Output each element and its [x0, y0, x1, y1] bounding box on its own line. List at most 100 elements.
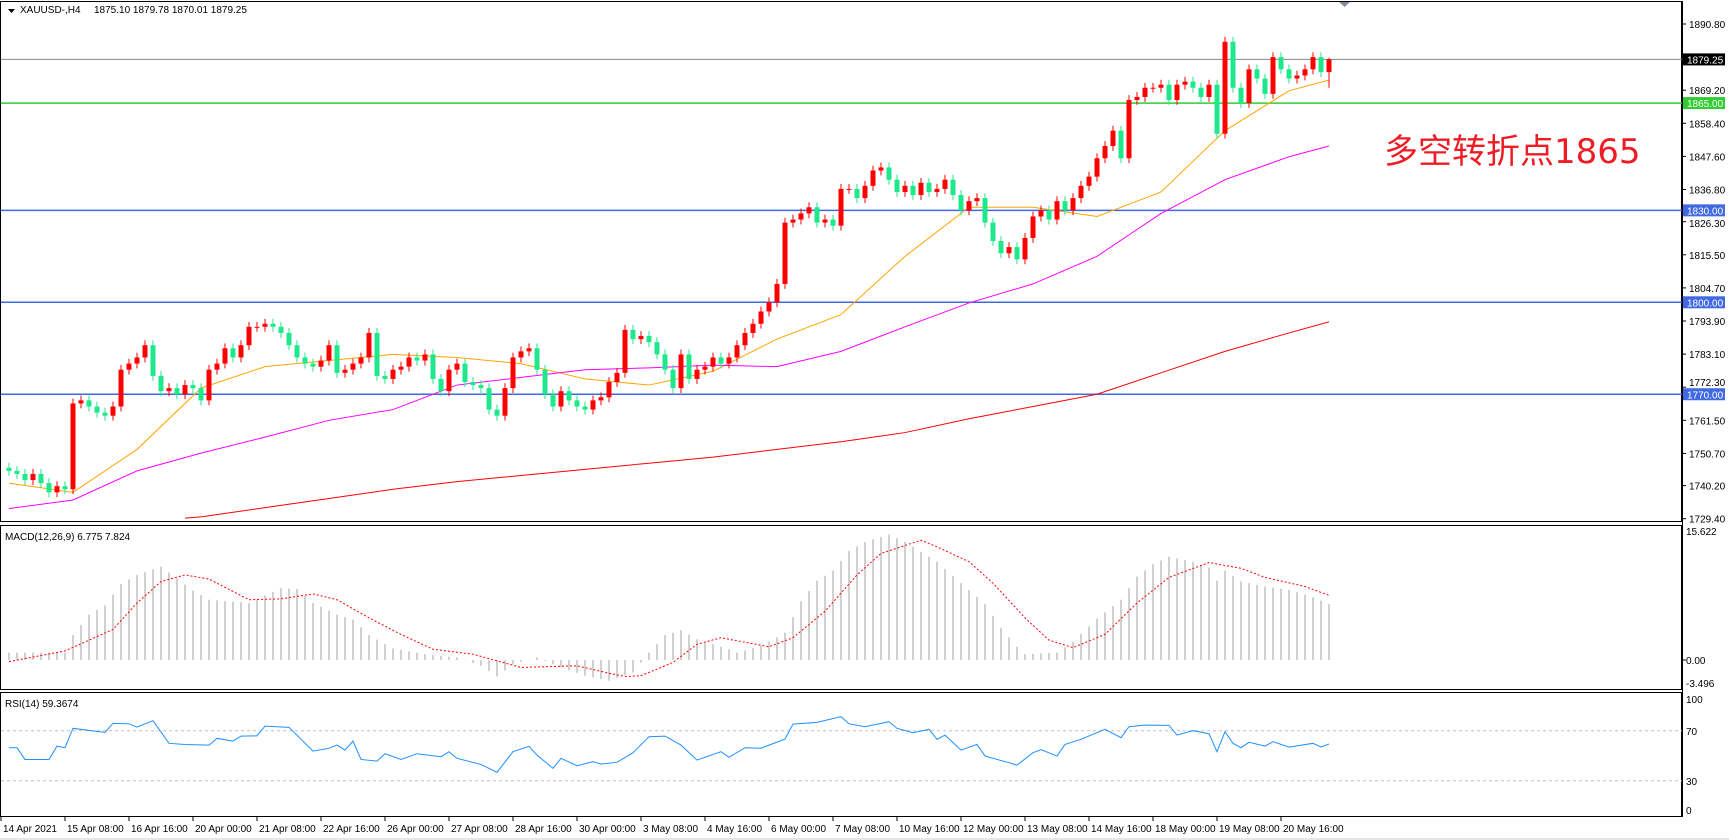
candle[interactable] [806, 202, 812, 219]
candle[interactable] [582, 401, 588, 415]
candle[interactable] [798, 208, 804, 225]
candle[interactable] [574, 395, 580, 412]
candle[interactable] [1254, 64, 1260, 84]
candle[interactable] [1214, 79, 1220, 139]
candle[interactable] [1246, 64, 1252, 108]
candle[interactable] [30, 469, 36, 485]
candle[interactable] [1238, 82, 1244, 108]
macd-pane[interactable] [0, 525, 1682, 690]
candle[interactable] [1166, 79, 1172, 105]
candle[interactable] [374, 328, 380, 381]
candle[interactable] [534, 343, 540, 375]
candle[interactable] [478, 380, 484, 394]
candle[interactable] [278, 321, 284, 338]
candle[interactable] [1158, 79, 1164, 93]
candle[interactable] [1302, 64, 1308, 81]
candle[interactable] [598, 392, 604, 406]
candle[interactable] [126, 358, 132, 375]
candle[interactable] [398, 361, 404, 375]
candle[interactable] [622, 324, 628, 378]
candle[interactable] [614, 367, 620, 387]
candle[interactable] [566, 386, 572, 406]
candle[interactable] [270, 318, 276, 332]
candle[interactable] [910, 180, 916, 200]
candle[interactable] [446, 364, 452, 397]
candle[interactable] [1190, 76, 1196, 93]
candle[interactable] [198, 383, 204, 406]
candle[interactable] [678, 349, 684, 394]
candle[interactable] [294, 340, 300, 363]
candle[interactable] [350, 358, 356, 375]
candle[interactable] [950, 174, 956, 200]
candle[interactable] [38, 469, 44, 489]
candle[interactable] [998, 236, 1004, 259]
candle[interactable] [342, 364, 348, 378]
candle[interactable] [14, 465, 20, 479]
candle[interactable] [894, 174, 900, 197]
candle[interactable] [902, 180, 908, 197]
candle[interactable] [1318, 52, 1324, 78]
candle[interactable] [262, 318, 268, 332]
candle[interactable] [982, 193, 988, 228]
candle[interactable] [870, 165, 876, 191]
candle[interactable] [646, 331, 652, 348]
candle[interactable] [766, 297, 772, 317]
candle[interactable] [918, 177, 924, 200]
candle[interactable] [638, 331, 644, 344]
candle[interactable] [1326, 57, 1332, 88]
candle[interactable] [726, 352, 732, 369]
candle[interactable] [702, 361, 708, 375]
candle[interactable] [1046, 205, 1052, 225]
candle[interactable] [686, 349, 692, 384]
candle[interactable] [222, 343, 228, 369]
candle[interactable] [406, 352, 412, 372]
candle[interactable] [942, 174, 948, 194]
candle[interactable] [694, 364, 700, 384]
price-pane[interactable] [0, 1, 1683, 522]
candle[interactable] [590, 395, 596, 415]
candle[interactable] [182, 380, 188, 400]
candle[interactable] [1126, 95, 1132, 164]
candle[interactable] [990, 217, 996, 246]
candle[interactable] [62, 481, 68, 495]
candle[interactable] [1038, 205, 1044, 222]
candle[interactable] [934, 183, 940, 197]
candle[interactable] [1278, 52, 1284, 75]
candle[interactable] [510, 352, 516, 394]
candle[interactable] [1310, 52, 1316, 75]
candle[interactable] [134, 352, 140, 369]
candle[interactable] [558, 386, 564, 412]
candle[interactable] [230, 343, 236, 363]
candle[interactable] [1070, 193, 1076, 216]
candle[interactable] [1182, 76, 1188, 90]
candle[interactable] [1270, 52, 1276, 99]
candle[interactable] [974, 193, 980, 207]
candle[interactable] [782, 217, 788, 289]
candle[interactable] [142, 340, 148, 363]
candle[interactable] [830, 214, 836, 231]
candle[interactable] [542, 364, 548, 400]
candle[interactable] [1030, 211, 1036, 243]
candle[interactable] [790, 214, 796, 228]
candle[interactable] [1086, 171, 1092, 191]
candle[interactable] [286, 328, 292, 351]
candle[interactable] [158, 370, 164, 397]
candle[interactable] [1294, 70, 1300, 84]
candle[interactable] [1262, 73, 1268, 99]
candle[interactable] [22, 469, 28, 485]
candle[interactable] [334, 340, 340, 378]
candle[interactable] [886, 162, 892, 185]
candle[interactable] [630, 324, 636, 344]
candle[interactable] [526, 343, 532, 357]
candle[interactable] [366, 328, 372, 363]
candle[interactable] [670, 364, 676, 394]
candle[interactable] [102, 407, 108, 421]
candle[interactable] [454, 358, 460, 375]
candle[interactable] [6, 462, 12, 476]
rsi-pane[interactable] [0, 692, 1683, 817]
candle[interactable] [358, 352, 364, 369]
candle[interactable] [966, 196, 972, 216]
candle[interactable] [78, 395, 84, 409]
candle[interactable] [174, 383, 180, 400]
